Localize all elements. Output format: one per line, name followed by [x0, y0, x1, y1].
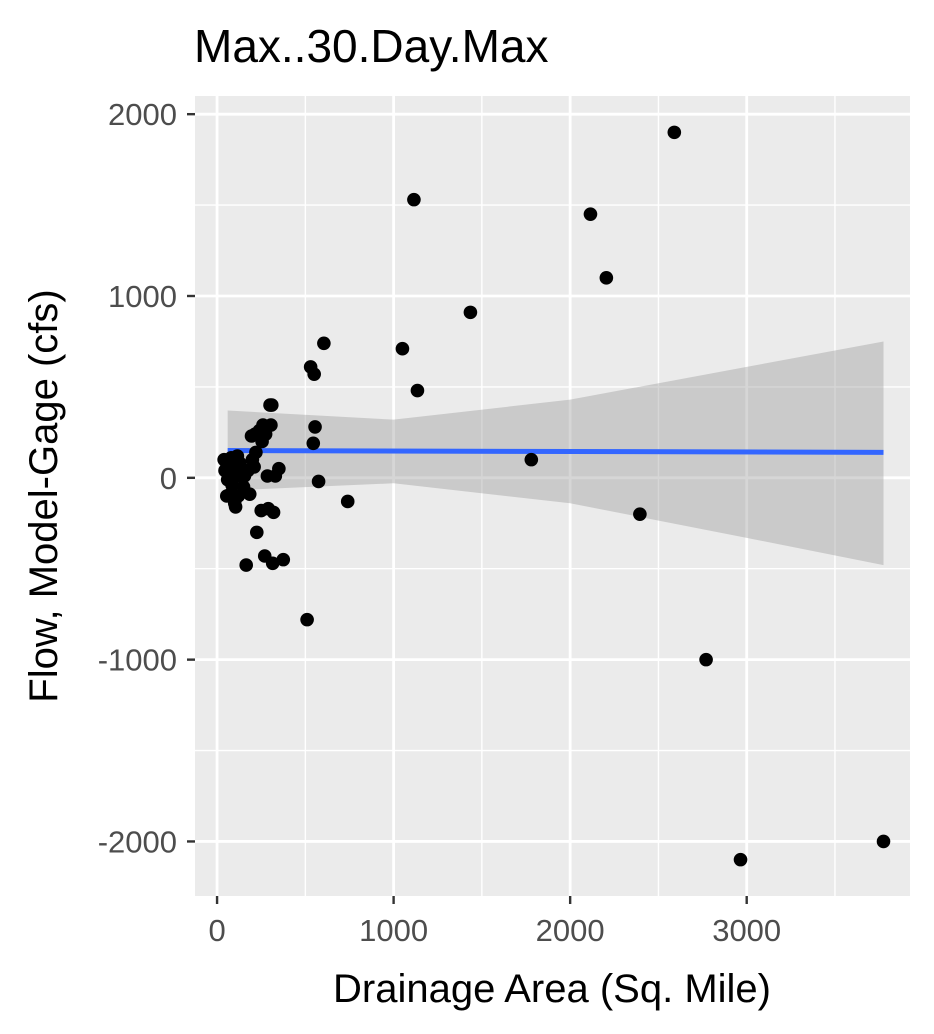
data-point	[300, 612, 314, 627]
data-point	[276, 552, 291, 567]
y-tick-label: 0	[160, 461, 177, 496]
x-tick-label: 2000	[536, 913, 605, 948]
data-point	[264, 398, 279, 412]
data-point	[463, 305, 478, 320]
data-point	[308, 420, 322, 434]
y-tick-label: 2000	[108, 97, 177, 132]
data-point	[733, 852, 748, 867]
x-axis-ticks: 0 1000 2000 3000	[208, 896, 781, 948]
y-tick-label: 1000	[108, 279, 177, 314]
data-point	[599, 271, 614, 285]
minor-gridlines	[195, 96, 910, 896]
data-point	[264, 418, 278, 432]
data-point	[410, 383, 425, 398]
chart-title: Max..30.Day.Max	[194, 20, 548, 72]
data-point	[311, 474, 326, 489]
trend-line	[227, 448, 884, 455]
data-point	[633, 507, 647, 521]
data-point	[307, 367, 321, 381]
data-point	[667, 125, 682, 140]
x-axis-title: Drainage Area (Sq. Mile)	[333, 967, 771, 1011]
data-point	[395, 341, 410, 356]
major-gridlines	[195, 96, 910, 896]
data-point	[242, 487, 257, 501]
data-point	[583, 207, 598, 221]
data-point	[249, 445, 263, 460]
data-point	[699, 652, 713, 667]
data-point	[340, 494, 355, 509]
data-point	[247, 460, 261, 474]
data-point	[239, 558, 253, 572]
y-tick-label: -2000	[98, 824, 177, 859]
data-point	[272, 461, 286, 476]
data-point	[876, 834, 891, 849]
data-point	[407, 192, 421, 207]
y-axis-ticks: -2000 -1000 0 1000 2000	[98, 97, 195, 859]
data-point	[306, 436, 321, 451]
data-point	[266, 505, 281, 520]
data-point	[265, 556, 280, 571]
plot-panel	[195, 96, 910, 896]
data-points	[217, 125, 891, 867]
y-axis-title: Flow, Model-Gage (cfs)	[22, 289, 66, 702]
x-tick-label: 3000	[712, 913, 781, 948]
x-tick-label: 1000	[359, 913, 428, 948]
data-point	[249, 525, 264, 540]
data-point	[317, 336, 331, 351]
data-point	[524, 452, 539, 467]
data-point	[228, 500, 243, 514]
x-tick-label: 0	[208, 913, 225, 948]
y-tick-label: -1000	[98, 643, 177, 678]
